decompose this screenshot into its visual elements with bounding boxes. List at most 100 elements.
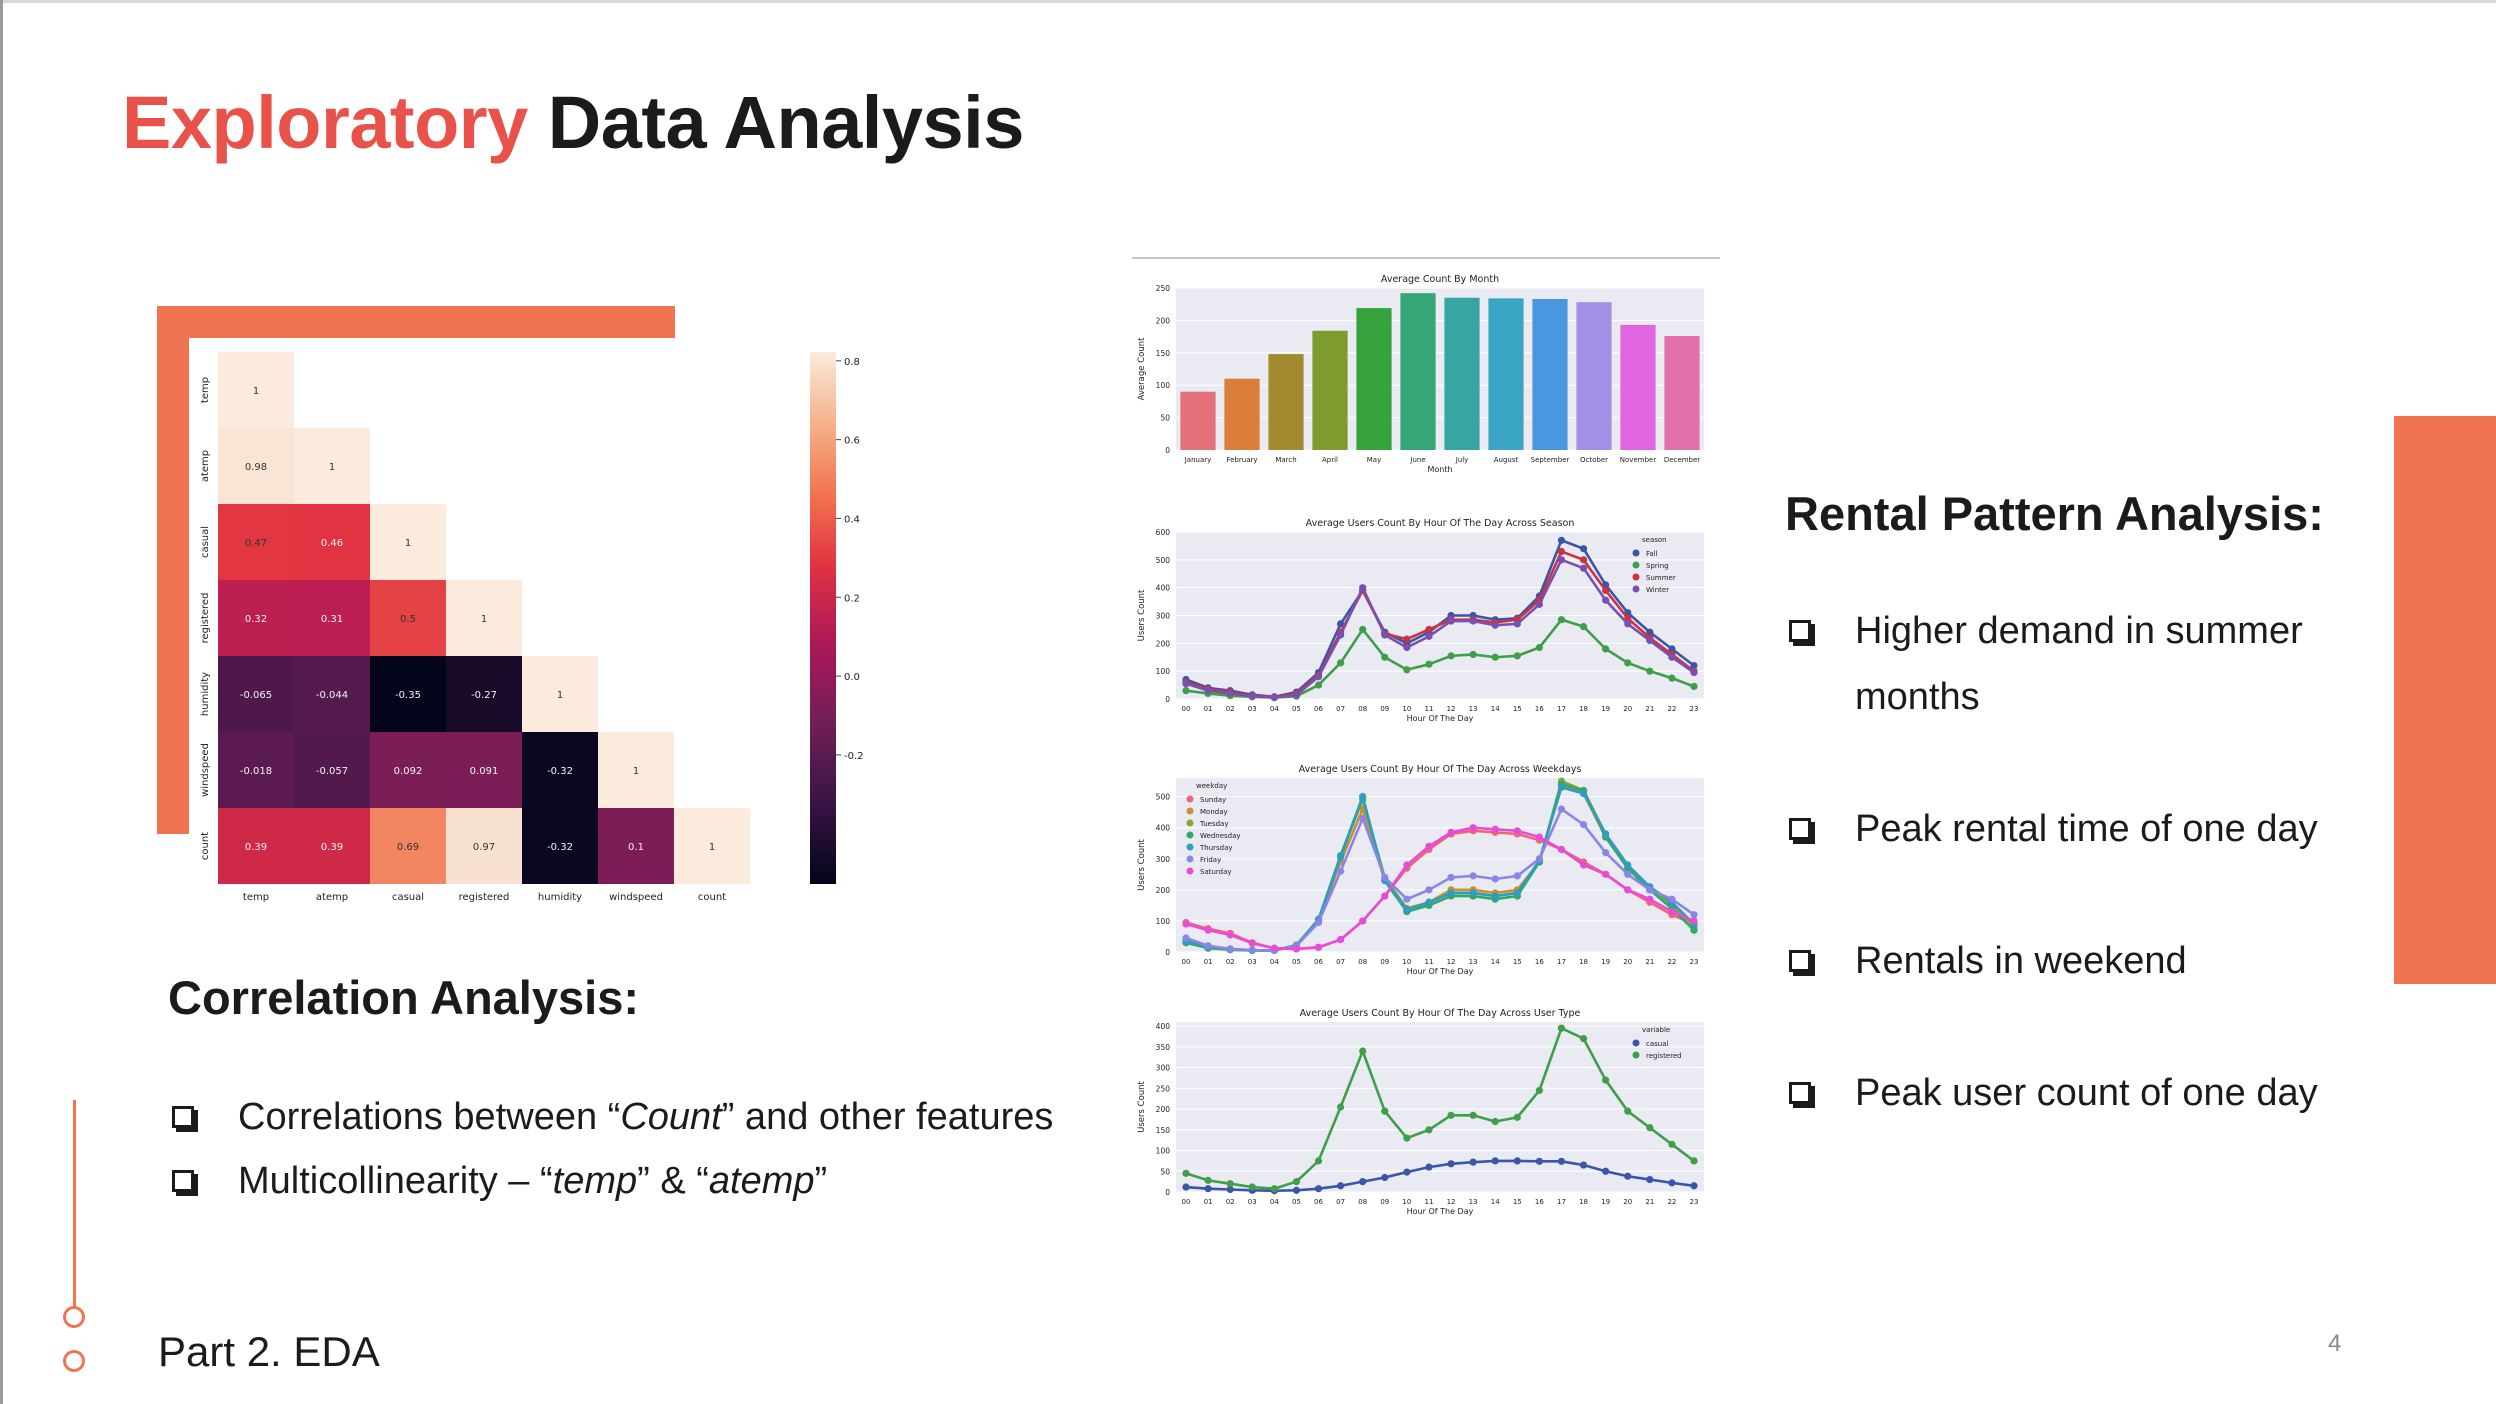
line-x-tick-label: 01	[1204, 958, 1213, 966]
legend-label: Friday	[1200, 856, 1221, 864]
series-point	[1579, 564, 1588, 572]
chart-y-tick-label: 400	[1156, 824, 1171, 833]
series-point	[1226, 931, 1234, 939]
line-x-tick-label: 15	[1513, 958, 1522, 966]
correlation-bullet-2: Multicollinearity – “temp” & “atemp”	[172, 1160, 827, 1203]
series-point	[1668, 895, 1676, 903]
series-point	[1248, 692, 1256, 700]
chart-y-tick-label: 200	[1156, 1105, 1171, 1114]
bar	[1576, 302, 1612, 450]
timeline-line	[73, 1100, 76, 1308]
series-point	[1513, 872, 1521, 880]
series-point	[1535, 833, 1543, 841]
orange-bracket-left	[157, 306, 189, 834]
series-point	[1248, 1183, 1256, 1191]
series-point	[1337, 935, 1345, 944]
series-point	[1314, 673, 1323, 681]
series-point	[1359, 814, 1367, 822]
chart-y-tick-label: 300	[1156, 1064, 1171, 1073]
line-x-tick-label: 09	[1380, 958, 1389, 966]
bar-x-tick-label: December	[1664, 456, 1700, 464]
heatmap-cell-label: 1	[633, 766, 639, 777]
line-x-tick-label: 19	[1601, 705, 1610, 713]
rental-bullet-1-cont: months	[1855, 676, 1980, 718]
legend-marker	[1186, 807, 1194, 815]
chart-y-axis-label: Average Count	[1137, 337, 1147, 401]
checkbox-icon	[1789, 818, 1815, 844]
series-point	[1690, 682, 1698, 691]
chart-plot-area	[1176, 778, 1704, 952]
bar	[1180, 391, 1216, 450]
series-point	[1447, 652, 1455, 660]
heatmap-cell	[218, 580, 294, 656]
series-point	[1381, 892, 1389, 900]
checkbox-icon	[1789, 1082, 1815, 1108]
legend-marker	[1186, 843, 1194, 851]
series-point	[1579, 623, 1588, 631]
line-x-tick-label: 17	[1557, 1198, 1566, 1206]
series-point	[1668, 674, 1676, 682]
bar	[1356, 308, 1392, 450]
line-x-tick-label: 14	[1491, 958, 1500, 966]
series-point	[1270, 694, 1278, 702]
chart-y-tick-label: 100	[1156, 1147, 1171, 1156]
bar-x-tick-label: October	[1580, 456, 1608, 464]
series-point	[1535, 1086, 1543, 1095]
legend-marker	[1632, 573, 1640, 581]
series-point	[1226, 1180, 1234, 1188]
series-point	[1337, 659, 1345, 667]
series-line	[1185, 826, 1695, 951]
heatmap-cell-label: 1	[253, 386, 259, 397]
series-point	[1204, 926, 1212, 934]
series-point	[1624, 886, 1632, 894]
series-point	[1624, 1172, 1632, 1180]
line-x-tick-label: 17	[1557, 958, 1566, 966]
legend-label: Saturday	[1200, 868, 1232, 876]
bar	[1532, 299, 1568, 450]
heatmap-cell-label: 0.39	[245, 842, 267, 853]
legend-label: registered	[1646, 1052, 1682, 1060]
series-point	[1425, 842, 1433, 850]
series-point	[1491, 892, 1499, 900]
series-point	[1314, 918, 1323, 927]
chart-y-axis-label: Users Count	[1137, 1080, 1147, 1132]
series-point	[1557, 805, 1566, 813]
series-point	[1403, 666, 1411, 674]
heatmap-x-tick-label: casual	[392, 892, 424, 903]
series-point	[1491, 621, 1499, 629]
heatmap-cell-label: -0.32	[547, 842, 573, 853]
heatmap-x-tick-label: count	[698, 892, 726, 903]
heatmap-cell	[294, 808, 370, 884]
heatmap-cell	[294, 580, 370, 656]
line-x-tick-label: 07	[1336, 705, 1345, 713]
heatmap-x-tick-label: humidity	[538, 892, 582, 903]
heatmap-cell-label: 1	[405, 538, 411, 549]
heatmap-y-tick-label: atemp	[200, 450, 211, 482]
heatmap-cell-label: 0.46	[321, 538, 343, 549]
series-point	[1602, 830, 1610, 838]
line-x-tick-label: 06	[1314, 705, 1323, 713]
colorbar-tick-label: 0.8	[844, 357, 860, 368]
heatmap-cell-label: -0.057	[316, 766, 348, 777]
legend-label: Monday	[1200, 808, 1228, 816]
rental-bullet-2: Peak rental time of one day	[1789, 808, 2318, 851]
line-x-tick-label: 18	[1579, 1198, 1588, 1206]
heatmap-y-tick-label: windspeed	[200, 743, 211, 797]
heatmap-cell-label: -0.32	[547, 766, 573, 777]
series-point	[1557, 1157, 1566, 1165]
legend-marker	[1186, 867, 1194, 875]
series-point	[1602, 870, 1610, 878]
heatmap-x-tick-label: registered	[459, 892, 510, 903]
colorbar-tick-label: -0.2	[844, 751, 864, 762]
charts-top-rule	[1132, 257, 1720, 259]
series-point	[1491, 1157, 1499, 1165]
line-x-tick-label: 08	[1358, 958, 1367, 966]
series-point	[1535, 643, 1543, 652]
rental-charts-panel: Average Count By Month050100150200250Ave…	[1137, 274, 1704, 1216]
chart-title: Average Users Count By Hour Of The Day A…	[1306, 518, 1575, 529]
line-x-tick-label: 15	[1513, 1198, 1522, 1206]
page-number: 4	[2328, 1330, 2342, 1357]
heatmap-cell-label: 0.98	[245, 462, 267, 473]
heatmap-cell	[218, 504, 294, 580]
colorbar-tick-label: 0.6	[844, 436, 860, 447]
